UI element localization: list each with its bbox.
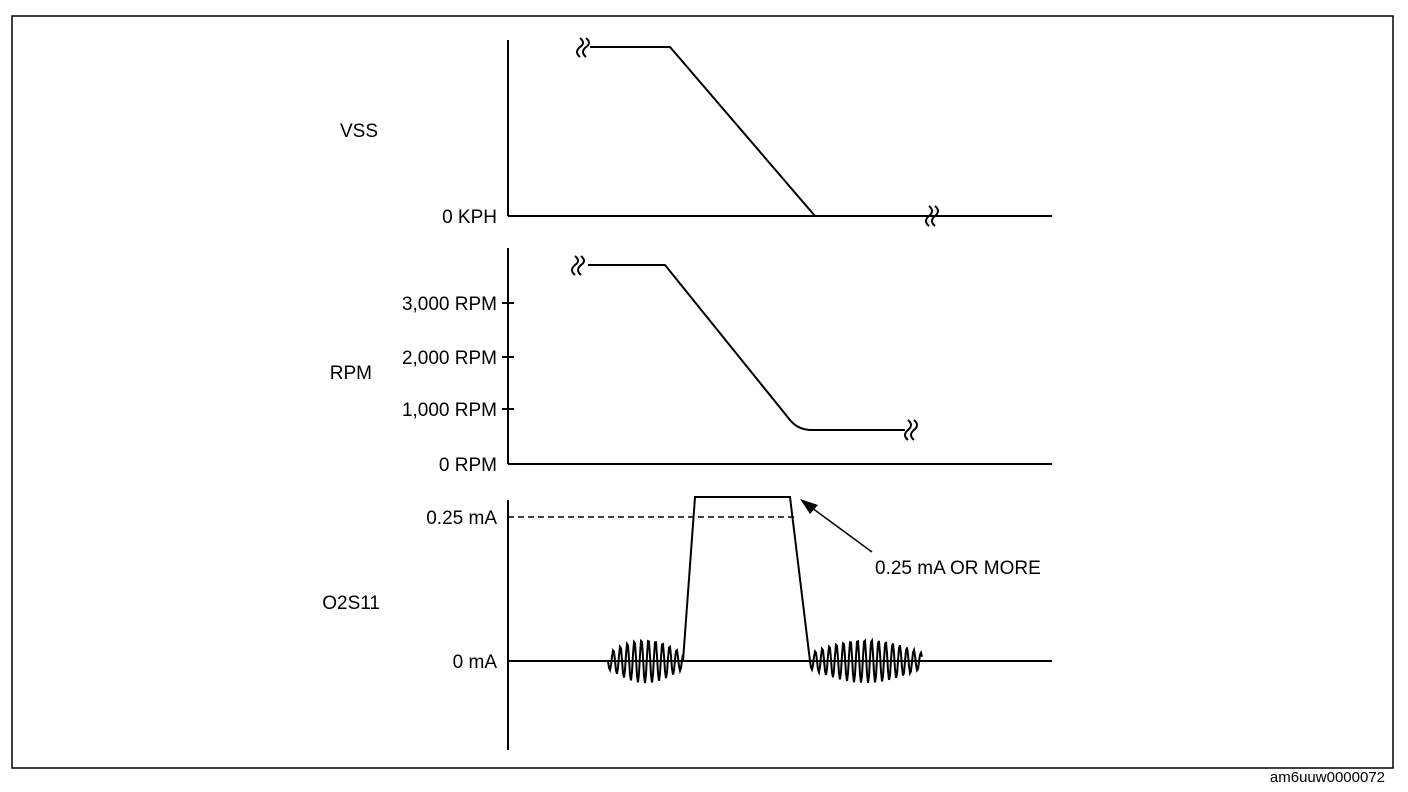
break-mark [576, 37, 590, 58]
panel-label: VSS [340, 121, 378, 142]
o2s-oscillation [809, 637, 923, 684]
annotation: 0.25 mA OR MORE [875, 558, 1041, 579]
panel-label: RPM [330, 363, 372, 384]
panel-label: O2S11 [322, 593, 380, 614]
axis-label: 3,000 RPM [402, 294, 497, 315]
break-mark [571, 255, 585, 276]
axis-label: 0 mA [453, 652, 498, 673]
rpm-trace [588, 264, 905, 431]
axis-label: 2,000 RPM [402, 348, 497, 369]
break-mark [904, 419, 918, 441]
axis-label: 1,000 RPM [402, 400, 497, 421]
frame [11, 15, 1394, 769]
axis-label: 0.25 mA [426, 508, 497, 529]
break-mark [925, 205, 939, 227]
vss-trace [590, 46, 816, 217]
arrow-line [807, 504, 873, 553]
figure-id: am6uuw0000072 [1270, 769, 1385, 786]
arrow-head [800, 499, 818, 514]
o2s-oscillation [607, 638, 684, 684]
o2s-pulse [682, 496, 811, 662]
axis-label: 0 KPH [442, 207, 497, 228]
axis-label: 0 RPM [439, 455, 497, 476]
